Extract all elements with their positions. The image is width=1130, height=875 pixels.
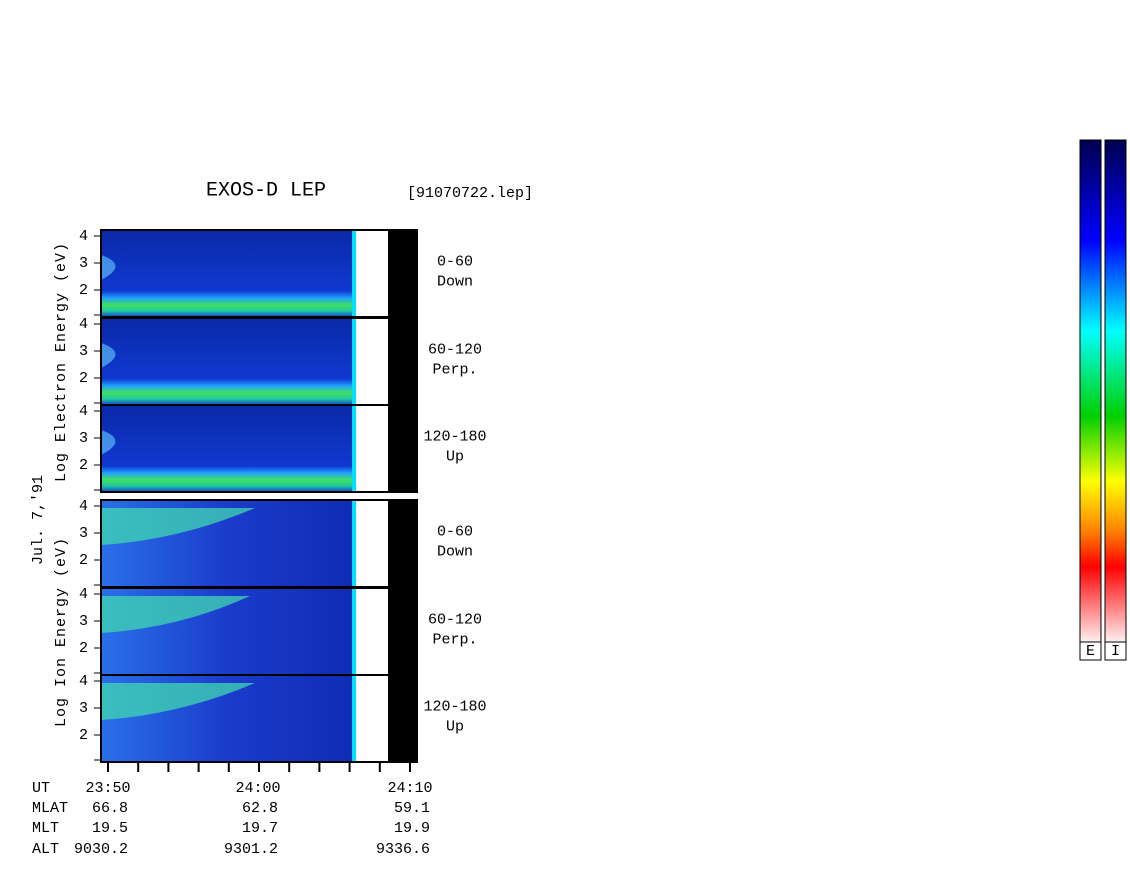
y-tick-label: 3 bbox=[79, 700, 88, 717]
ion-band bbox=[101, 508, 255, 545]
colorbar bbox=[1104, 139, 1127, 643]
row-value: 24:00 bbox=[235, 780, 280, 797]
panel-direction: Down bbox=[437, 543, 473, 560]
row-value: 23:50 bbox=[85, 780, 130, 797]
colorbar-label: E bbox=[1086, 643, 1095, 660]
black-block bbox=[388, 675, 417, 762]
row-value: 9030.2 bbox=[74, 841, 128, 858]
black-block bbox=[388, 318, 417, 405]
panel-frame bbox=[100, 404, 418, 493]
panel-direction: Down bbox=[437, 273, 473, 290]
cyan-edge bbox=[352, 675, 356, 762]
panel-range: 120-180 bbox=[423, 428, 486, 445]
panel-range: 0-60 bbox=[437, 523, 473, 540]
black-block bbox=[388, 230, 417, 317]
cyan-edge bbox=[352, 500, 356, 587]
ion-axis-label: Log Ion Energy (eV) bbox=[53, 537, 70, 727]
panel-range: 0-60 bbox=[437, 253, 473, 270]
title: EXOS-D LEP bbox=[206, 179, 326, 202]
panel-direction: Up bbox=[446, 718, 464, 735]
y-tick-label: 4 bbox=[79, 228, 88, 245]
y-tick-label: 3 bbox=[79, 343, 88, 360]
cyan-edge bbox=[352, 230, 356, 317]
electron-axis-label: Log Electron Energy (eV) bbox=[53, 242, 70, 482]
panel-range: 60-120 bbox=[428, 341, 482, 358]
row-value: 24:10 bbox=[387, 780, 432, 797]
cyan-edge bbox=[352, 318, 356, 405]
y-tick-label: 3 bbox=[79, 430, 88, 447]
y-tick-label: 4 bbox=[79, 586, 88, 603]
colorbar-label-box bbox=[1079, 641, 1102, 661]
ion-band bbox=[101, 683, 255, 720]
y-tick-label: 2 bbox=[79, 640, 88, 657]
spectrogram bbox=[101, 230, 352, 317]
panel-range: 120-180 bbox=[423, 698, 486, 715]
y-tick-label: 3 bbox=[79, 525, 88, 542]
y-tick-label: 4 bbox=[79, 673, 88, 690]
y-tick-label: 4 bbox=[79, 316, 88, 333]
electron-cap bbox=[101, 255, 116, 280]
panel-direction: Up bbox=[446, 448, 464, 465]
row-label: MLAT bbox=[32, 800, 68, 817]
black-block bbox=[388, 588, 417, 675]
spectrogram bbox=[101, 318, 352, 405]
electron-cap bbox=[101, 430, 116, 455]
ion-band bbox=[101, 596, 250, 633]
cyan-edge bbox=[352, 405, 356, 492]
row-label: ALT bbox=[32, 841, 59, 858]
y-tick-label: 3 bbox=[79, 613, 88, 630]
panel-range: 60-120 bbox=[428, 611, 482, 628]
panel-direction: Perp. bbox=[432, 361, 477, 378]
y-tick-label: 2 bbox=[79, 282, 88, 299]
y-tick-label: 3 bbox=[79, 255, 88, 272]
y-tick-label: 2 bbox=[79, 370, 88, 387]
colorbar bbox=[1079, 139, 1102, 643]
row-label: UT bbox=[32, 780, 50, 797]
row-value: 19.7 bbox=[242, 820, 278, 837]
black-block bbox=[388, 405, 417, 492]
row-value: 19.9 bbox=[394, 820, 430, 837]
electron-cap bbox=[101, 343, 116, 368]
y-tick-label: 2 bbox=[79, 457, 88, 474]
row-value: 19.5 bbox=[92, 820, 128, 837]
row-value: 62.8 bbox=[242, 800, 278, 817]
cyan-edge bbox=[352, 588, 356, 675]
y-tick-label: 2 bbox=[79, 552, 88, 569]
date: Jul. 7,'91 bbox=[30, 475, 47, 565]
colorbar-label-box bbox=[1104, 641, 1127, 661]
row-value: 9301.2 bbox=[224, 841, 278, 858]
y-tick-label: 2 bbox=[79, 727, 88, 744]
y-tick-label: 4 bbox=[79, 403, 88, 420]
y-tick-label: 4 bbox=[79, 498, 88, 515]
file-name: [91070722.lep] bbox=[407, 185, 533, 202]
row-value: 66.8 bbox=[92, 800, 128, 817]
row-value: 59.1 bbox=[394, 800, 430, 817]
panel-direction: Perp. bbox=[432, 631, 477, 648]
row-value: 9336.6 bbox=[376, 841, 430, 858]
spectrogram bbox=[101, 405, 352, 492]
row-label: MLT bbox=[32, 820, 59, 837]
colorbar-label: I bbox=[1111, 643, 1120, 660]
black-block bbox=[388, 500, 417, 587]
